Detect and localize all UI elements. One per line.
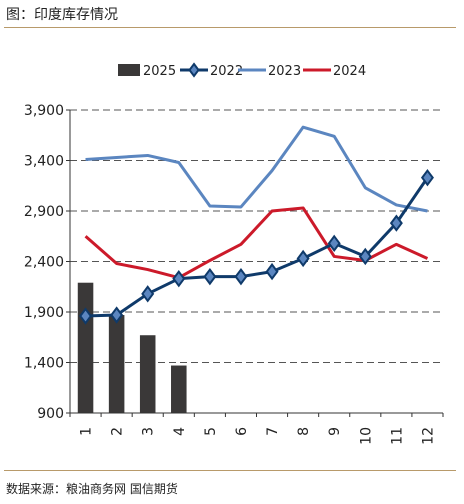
y-tick-label: 3,900 bbox=[24, 103, 64, 119]
y-tick-label: 900 bbox=[37, 406, 64, 422]
line-series bbox=[79, 125, 434, 325]
marker-2022 bbox=[358, 247, 372, 266]
legend-marker-2022 bbox=[188, 62, 200, 78]
x-tick-label: 7 bbox=[265, 427, 281, 436]
y-tick-label: 1,400 bbox=[24, 356, 64, 372]
legend-label: 2024 bbox=[333, 64, 366, 79]
marker-2022 bbox=[265, 262, 279, 281]
marker-2022 bbox=[234, 267, 248, 286]
marker-2022 bbox=[110, 306, 124, 324]
x-tick-label: 1 bbox=[79, 427, 95, 436]
marker-2022 bbox=[79, 307, 93, 325]
x-tick-label: 3 bbox=[141, 427, 157, 436]
inventory-chart: 2025 2022 2023 2024 900 1,400 1,900 2,400 2,900… bbox=[24, 62, 444, 445]
marker-2022 bbox=[420, 169, 434, 187]
marker-2022 bbox=[327, 234, 341, 252]
x-tick-label: 2 bbox=[110, 427, 126, 436]
x-tick-label: 12 bbox=[420, 427, 436, 445]
source-note: 数据来源：粮油商务网 国信期货 bbox=[6, 482, 178, 496]
y-tick-label: 1,900 bbox=[24, 305, 64, 321]
legend-swatch-2025 bbox=[118, 64, 140, 76]
figure-title: 图：印度库存情况 bbox=[6, 7, 118, 23]
y-tick-label: 2,400 bbox=[24, 255, 64, 271]
bar-series-2025 bbox=[77, 282, 187, 413]
y-axis: 900 1,400 1,900 2,400 2,900 3,400 3,900 bbox=[24, 103, 71, 422]
marker-2022 bbox=[389, 214, 403, 232]
x-tick-label: 4 bbox=[172, 427, 188, 436]
x-tick-label: 6 bbox=[234, 427, 250, 436]
marker-2022 bbox=[296, 249, 310, 268]
bottom-rule bbox=[4, 470, 456, 471]
legend-label: 2023 bbox=[268, 64, 301, 79]
bar-2025 bbox=[171, 365, 187, 413]
y-tick-label: 3,400 bbox=[24, 154, 64, 170]
line-2022 bbox=[85, 176, 429, 318]
x-axis: 1 2 3 4 5 6 7 8 9 10 11 12 bbox=[69, 412, 444, 445]
bar-2025 bbox=[108, 315, 125, 413]
bar-2025 bbox=[77, 282, 94, 413]
marker-2022 bbox=[141, 285, 155, 303]
y-tick-label: 2,900 bbox=[24, 204, 64, 220]
bar-2025 bbox=[139, 335, 156, 413]
x-tick-label: 8 bbox=[296, 427, 312, 436]
line-2023 bbox=[85, 125, 428, 213]
legend-label: 2022 bbox=[210, 64, 243, 79]
x-tick-label: 9 bbox=[327, 427, 343, 436]
marker-2022 bbox=[172, 270, 186, 288]
legend-label: 2025 bbox=[143, 64, 176, 79]
chart-legend: 2025 2022 2023 2024 bbox=[118, 62, 366, 79]
chart-gridlines bbox=[70, 109, 443, 363]
x-tick-label: 10 bbox=[358, 427, 374, 445]
marker-2022 bbox=[203, 267, 217, 286]
x-tick-label: 11 bbox=[389, 427, 405, 445]
x-tick-label: 5 bbox=[203, 427, 219, 436]
top-rule bbox=[4, 27, 456, 28]
